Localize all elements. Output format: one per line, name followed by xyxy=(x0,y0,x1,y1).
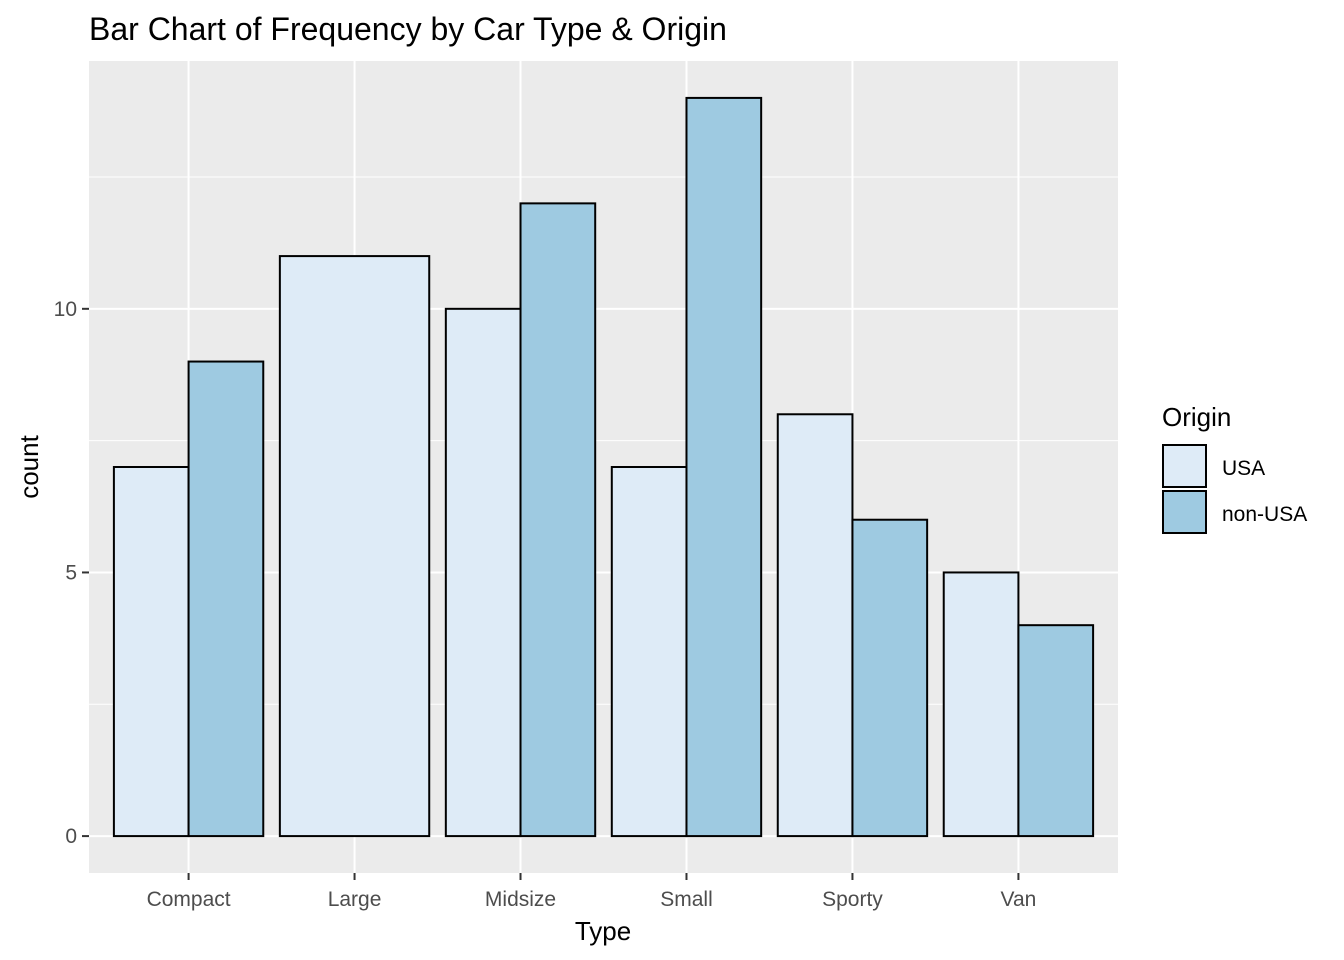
bar-compact-non-usa xyxy=(187,360,265,838)
y-axis: 0 5 10 xyxy=(54,298,89,848)
legend-label: non-USA xyxy=(1222,503,1307,526)
legend: Origin USA non-USA xyxy=(1162,402,1307,534)
x-tick-label: Compact xyxy=(147,888,231,911)
bar-midsize-usa xyxy=(444,307,522,838)
legend-key-non-usa xyxy=(1162,490,1207,534)
x-tick-label: Sporty xyxy=(822,888,883,911)
y-tick-label: 10 xyxy=(54,298,77,321)
bar-midsize-non-usa xyxy=(519,202,597,838)
x-tick-label: Small xyxy=(660,888,713,911)
y-axis-title: count xyxy=(14,434,44,498)
bar-van-usa xyxy=(942,571,1020,838)
x-tick-label: Van xyxy=(1001,888,1037,911)
bar-compact-usa xyxy=(112,466,190,838)
x-axis-title: Type xyxy=(575,916,631,946)
legend-title: Origin xyxy=(1162,402,1231,432)
x-axis: Compact Large Midsize Small Sporty Van xyxy=(147,873,1037,911)
bar-sporty-non-usa xyxy=(851,518,929,838)
y-tick-label: 0 xyxy=(65,825,77,848)
x-tick-label: Midsize xyxy=(485,888,556,911)
legend-key-usa xyxy=(1162,444,1207,488)
legend-label: USA xyxy=(1222,457,1265,480)
bar-small-non-usa xyxy=(685,96,763,838)
x-tick-label: Large xyxy=(328,888,382,911)
bar-large-usa xyxy=(278,255,431,838)
bars-group xyxy=(112,96,1095,838)
bar-sporty-usa xyxy=(776,413,854,838)
y-tick-label: 5 xyxy=(65,561,77,584)
bar-small-usa xyxy=(610,466,688,838)
bar-van-non-usa xyxy=(1017,624,1095,838)
chart-title: Bar Chart of Frequency by Car Type & Ori… xyxy=(89,11,727,47)
